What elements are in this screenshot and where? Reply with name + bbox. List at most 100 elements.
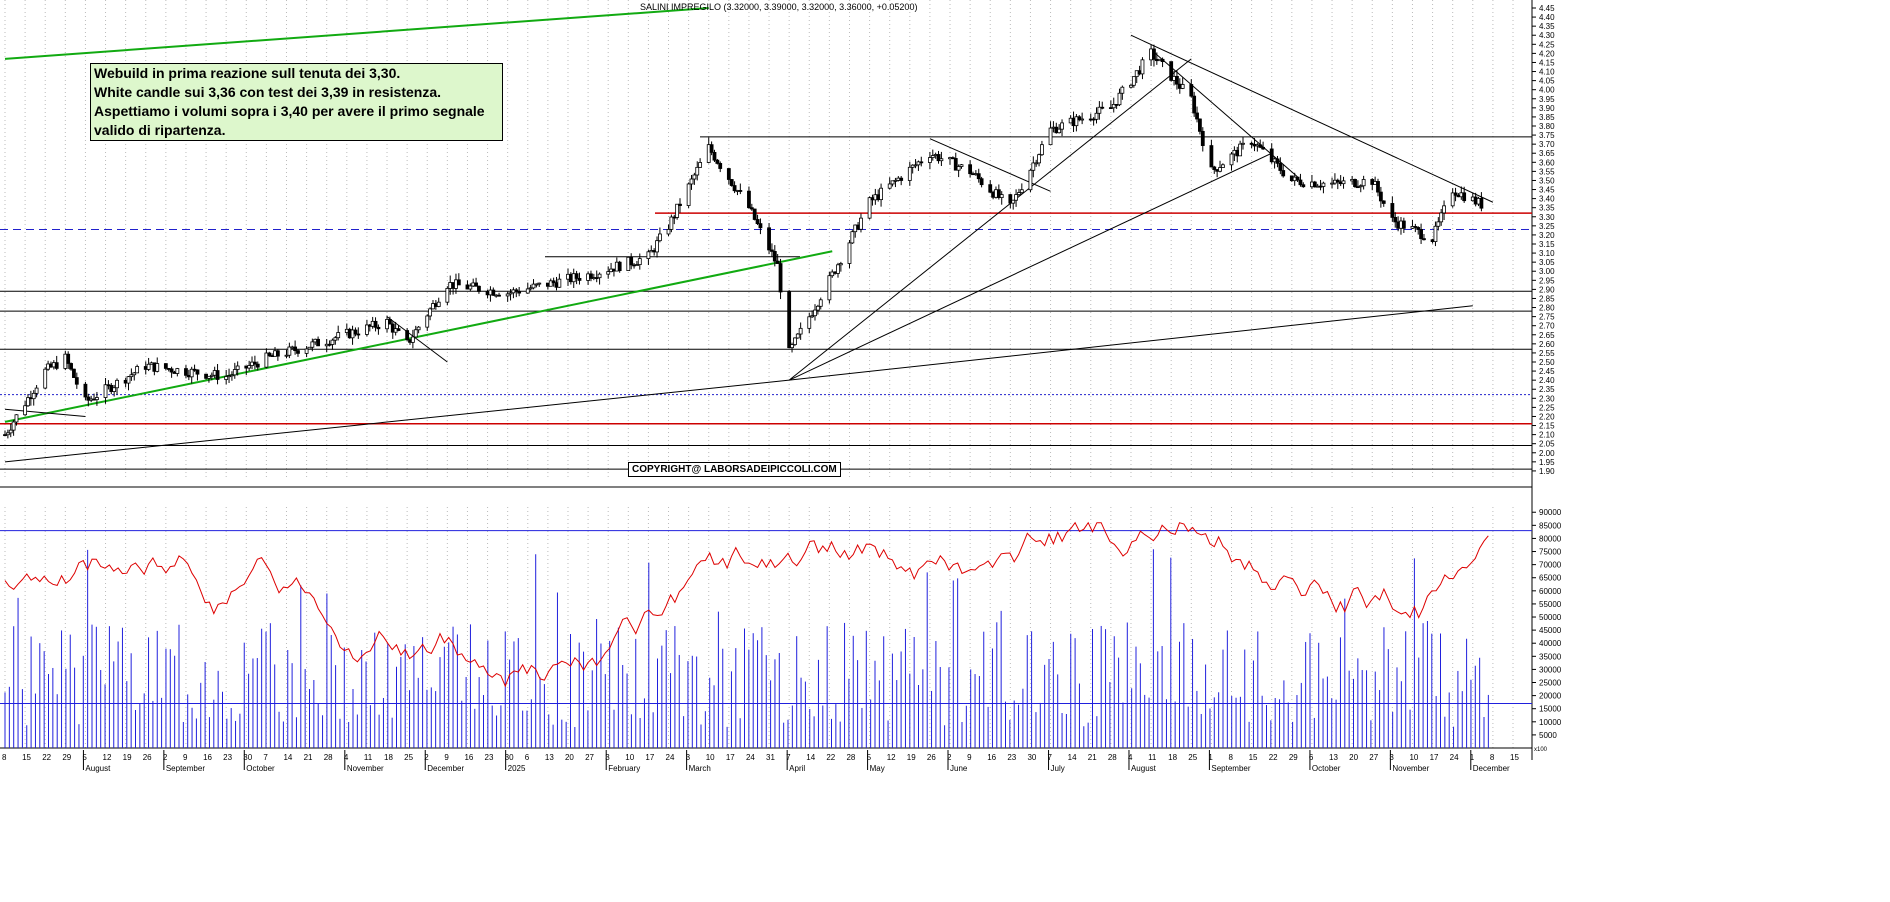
x-tick-label: 27 <box>1369 753 1378 762</box>
candle-body <box>718 163 723 169</box>
candle-body <box>126 376 131 384</box>
volume-tick-label: 50000 <box>1539 613 1562 622</box>
candle-body <box>135 366 140 374</box>
volume-unit-label: x100 <box>1534 747 1548 753</box>
candle-body <box>798 327 803 335</box>
candle-body <box>1258 144 1263 148</box>
candle-body <box>34 387 39 394</box>
candle-body <box>195 369 200 375</box>
candle-body <box>264 352 269 368</box>
x-tick-label: 15 <box>22 753 31 762</box>
trend-line <box>1130 34 1494 203</box>
candle-body <box>726 168 731 180</box>
candle-body <box>1278 162 1283 171</box>
candle-body <box>1100 106 1105 109</box>
candle-body <box>1008 194 1013 204</box>
x-tick-label: 14 <box>806 753 815 762</box>
y-tick-label: 4.35 <box>1539 22 1555 31</box>
candle-body <box>155 363 160 372</box>
note-line: Webuild in prima reazione sull tenuta de… <box>94 65 401 81</box>
candle-body <box>1433 225 1438 243</box>
candle-body <box>477 285 481 292</box>
x-tick-label: 15 <box>1510 753 1519 762</box>
candle-body <box>617 261 622 272</box>
volume-tick-label: 5000 <box>1539 731 1557 740</box>
candle-body <box>255 363 260 368</box>
y-tick-label: 2.45 <box>1539 367 1555 376</box>
y-tick-label: 3.10 <box>1539 249 1555 258</box>
x-tick-label: 22 <box>42 753 51 762</box>
y-tick-label: 4.25 <box>1539 40 1555 49</box>
candle-body <box>189 368 194 378</box>
x-tick-label: 19 <box>907 753 916 762</box>
note-line: valido di ripartenza. <box>94 122 226 138</box>
x-tick-label: 9 <box>444 753 449 762</box>
candle-body <box>890 180 895 185</box>
x-tick-label: 1 <box>1208 753 1213 762</box>
candle-body <box>1393 217 1398 223</box>
candle-body <box>1462 192 1467 202</box>
candle-body <box>976 173 981 180</box>
candle-body <box>758 223 763 229</box>
candle-body <box>988 184 993 193</box>
candle-body <box>790 344 794 349</box>
candle-body <box>1442 205 1446 214</box>
candle-body <box>729 179 734 186</box>
x-tick-label: 12 <box>103 753 112 762</box>
candle-body <box>698 162 703 168</box>
candle-body <box>215 370 220 380</box>
candle-body <box>810 315 815 318</box>
x-tick-label: 25 <box>404 753 413 762</box>
candle-body <box>1229 153 1234 166</box>
month-label: February <box>608 764 640 773</box>
candle-body <box>818 299 823 307</box>
candle-body <box>425 315 430 328</box>
candle-body <box>396 328 401 331</box>
x-tick-label: 30 <box>243 753 252 762</box>
candle-body <box>1390 203 1395 218</box>
trend-lines <box>4 7 1494 463</box>
candle-body <box>26 397 30 407</box>
x-tick-label: 28 <box>324 753 333 762</box>
candle-body <box>1269 148 1274 163</box>
candle-body <box>1048 127 1053 146</box>
volume-tick-label: 45000 <box>1539 626 1562 635</box>
y-tick-label: 3.40 <box>1539 195 1555 204</box>
candle-body <box>1198 118 1202 132</box>
y-tick-label: 3.90 <box>1539 104 1555 113</box>
y-tick-label: 3.05 <box>1539 258 1555 267</box>
y-tick-label: 3.70 <box>1539 140 1555 149</box>
candle-body <box>316 338 320 347</box>
copyright-label: COPYRIGHT@ LABORSADEIPICCOLI.COM <box>628 462 841 477</box>
candle-body <box>686 183 691 206</box>
candle-body <box>235 365 240 370</box>
candle-body <box>1200 130 1205 146</box>
candle-body <box>491 289 496 296</box>
x-tick-label: 29 <box>1289 753 1298 762</box>
candle-body <box>747 190 751 209</box>
candle-body <box>1152 48 1156 60</box>
candle-body <box>1060 122 1064 130</box>
candle-body <box>175 368 180 374</box>
candle-body <box>336 332 341 339</box>
candle-body <box>669 216 674 230</box>
candle-body <box>712 151 717 161</box>
candle-body <box>1140 59 1145 75</box>
candle-body <box>1416 227 1421 230</box>
candle-body <box>1436 221 1441 227</box>
candle-body <box>930 155 935 158</box>
x-tick-label: 28 <box>846 753 855 762</box>
x-tick-label: 20 <box>565 753 574 762</box>
month-label: November <box>347 764 384 773</box>
candle-body <box>678 203 682 206</box>
candle-body <box>715 159 720 164</box>
y-tick-label: 4.40 <box>1539 13 1555 22</box>
candle-body <box>1111 103 1116 109</box>
candle-body <box>752 208 757 220</box>
y-tick-label: 2.20 <box>1539 412 1555 421</box>
trend-line <box>4 408 86 417</box>
candle-body <box>1298 179 1303 186</box>
month-label: December <box>427 764 464 773</box>
volume-tick-label: 60000 <box>1539 587 1562 596</box>
y-tick-label: 2.60 <box>1539 340 1555 349</box>
